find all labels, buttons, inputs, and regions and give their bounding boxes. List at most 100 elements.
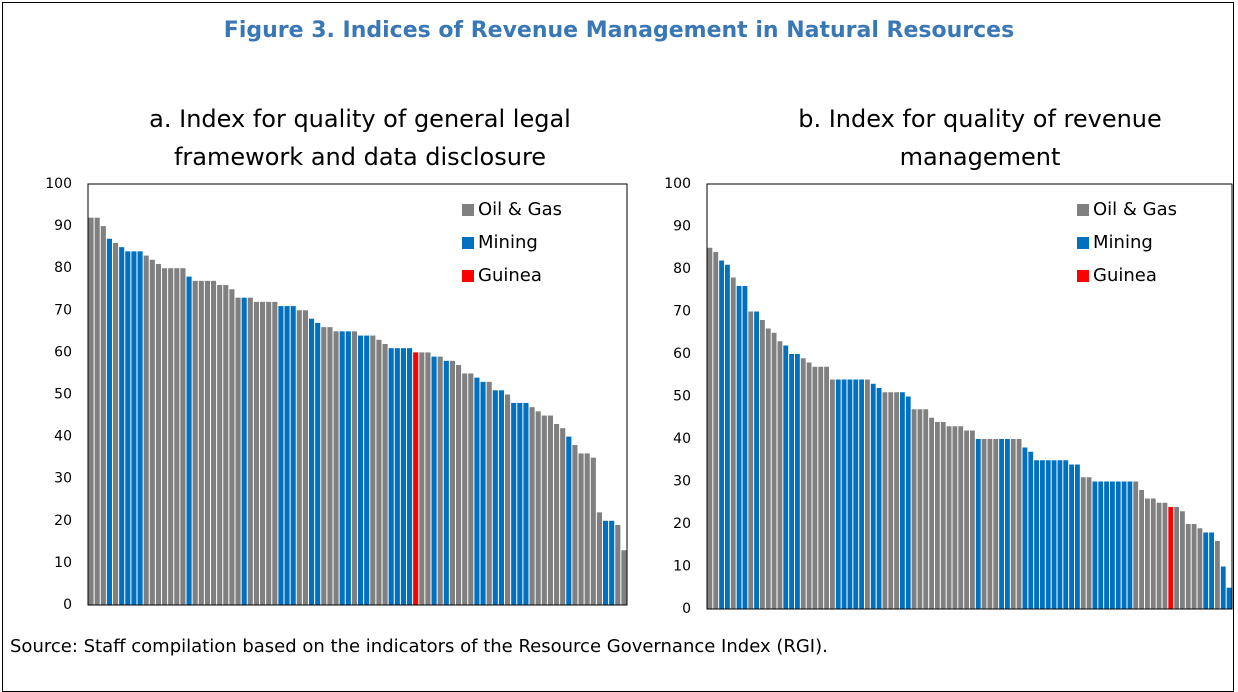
bar <box>1092 481 1098 609</box>
bar <box>1110 481 1115 609</box>
bar <box>1139 490 1144 609</box>
bar <box>529 407 535 605</box>
bar <box>1220 566 1226 609</box>
y-tick-label: 100 <box>45 176 72 192</box>
bar <box>382 343 388 605</box>
bar <box>1040 460 1045 609</box>
bar <box>400 348 406 605</box>
bar <box>615 525 621 605</box>
bar <box>993 439 999 609</box>
bar <box>376 339 382 605</box>
bar <box>760 320 765 609</box>
plot-frame <box>706 183 1233 610</box>
y-tick-label: 0 <box>682 601 691 617</box>
bar <box>952 426 958 609</box>
bar <box>364 335 370 605</box>
bar <box>143 255 149 605</box>
bar <box>1185 524 1191 609</box>
bar <box>541 415 547 605</box>
legend-label: Guinea <box>478 265 542 286</box>
bar <box>198 280 204 605</box>
bar <box>1115 481 1121 609</box>
bar <box>800 358 806 609</box>
bar <box>841 379 847 609</box>
bar <box>180 268 186 605</box>
bar <box>413 352 419 605</box>
bar <box>824 366 829 609</box>
bar <box>830 379 835 609</box>
bar <box>1156 502 1162 609</box>
y-tick-label: 90 <box>673 219 691 235</box>
figure-title: Figure 3. Indices of Revenue Management … <box>223 18 1015 43</box>
bar <box>449 360 455 605</box>
y-tick-label: 20 <box>673 516 691 532</box>
y-tick-label: 0 <box>63 597 72 613</box>
bar <box>517 402 523 605</box>
y-tick-label: 90 <box>54 218 72 234</box>
bar <box>535 411 541 605</box>
bar <box>315 322 321 605</box>
bar <box>900 392 905 609</box>
bar <box>192 280 198 605</box>
bar <box>935 422 940 609</box>
bar <box>333 331 339 605</box>
bar <box>1063 460 1069 609</box>
bar <box>1226 587 1232 609</box>
bar <box>888 392 894 609</box>
legend-label: Guinea <box>1093 265 1157 286</box>
bar <box>609 520 615 605</box>
bar <box>351 331 357 605</box>
plot-frame <box>87 183 628 606</box>
bar <box>480 381 486 605</box>
y-tick-label: 50 <box>673 389 691 405</box>
bar <box>113 242 119 605</box>
bar <box>174 268 180 605</box>
bar <box>1080 477 1086 609</box>
bar <box>1197 528 1203 609</box>
bar <box>1168 507 1174 609</box>
bar <box>186 276 192 605</box>
bar <box>958 426 964 609</box>
bar <box>247 297 253 605</box>
y-tick-label: 60 <box>54 344 72 360</box>
bar <box>505 394 511 605</box>
bar <box>327 327 333 605</box>
bar <box>975 439 981 609</box>
bar <box>736 286 742 609</box>
y-tick-label: 40 <box>673 431 691 447</box>
bar <box>1034 460 1039 609</box>
bar <box>486 381 492 605</box>
bar <box>1098 481 1104 609</box>
bar <box>296 310 302 605</box>
bar <box>468 373 474 605</box>
bar <box>1069 464 1074 609</box>
bar <box>870 383 876 609</box>
y-tick-label: 30 <box>54 471 72 487</box>
bar <box>88 217 94 605</box>
bar <box>462 373 468 605</box>
panel-title: a. Index for quality of general legal fr… <box>149 105 571 171</box>
bar <box>523 402 529 605</box>
bar <box>498 390 504 605</box>
bar <box>168 268 174 605</box>
bar <box>456 365 462 605</box>
bar <box>566 436 572 605</box>
bar <box>777 341 783 609</box>
bar <box>229 289 235 605</box>
bar <box>260 301 266 605</box>
bar <box>1209 532 1214 609</box>
bar <box>1045 460 1051 609</box>
bar <box>835 379 841 609</box>
bar <box>547 415 553 605</box>
bar <box>970 430 975 609</box>
bar <box>309 318 315 605</box>
bar <box>596 512 602 605</box>
bar <box>1057 460 1063 609</box>
bar <box>407 348 413 605</box>
bar <box>443 360 449 605</box>
bar <box>106 238 112 606</box>
bar <box>789 354 794 609</box>
bar <box>1133 481 1139 609</box>
legend-label: Mining <box>478 232 538 253</box>
bar <box>1010 439 1016 609</box>
